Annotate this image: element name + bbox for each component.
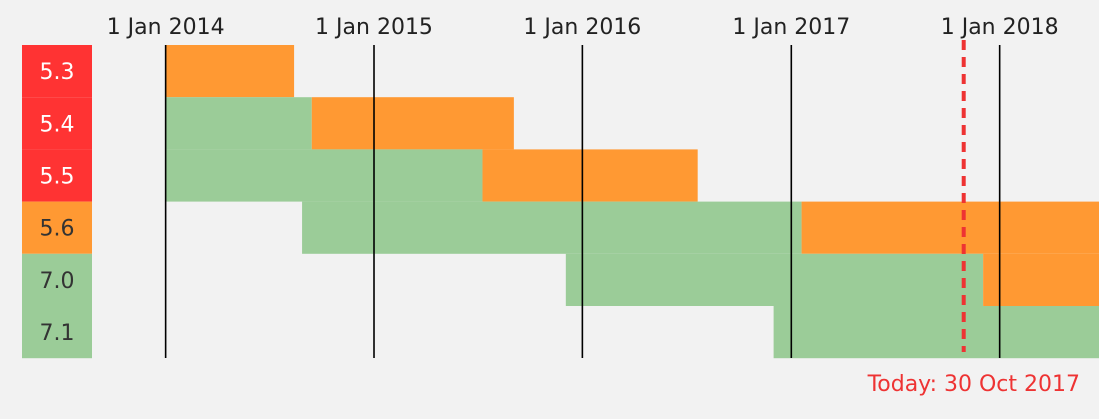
version-label: 5.3 <box>40 60 75 85</box>
active-support-bar <box>773 306 1099 359</box>
bars-layer <box>165 45 1099 359</box>
gridlines-layer <box>164 45 1001 358</box>
year-tick-label: 1 Jan 2015 <box>315 15 433 40</box>
version-labels-layer: 5.3 5.4 5.5 5.6 7.0 7.1 <box>22 45 92 359</box>
version-label-cell <box>22 149 92 202</box>
active-support-bar <box>165 97 312 150</box>
version-label-cell <box>22 97 92 150</box>
security-support-bar <box>482 149 698 202</box>
active-support-bar <box>165 149 483 202</box>
date-axis-layer: 1 Jan 2014 1 Jan 2015 1 Jan 2016 1 Jan 2017… <box>107 15 1059 40</box>
year-tick-label: 1 Jan 2017 <box>732 15 850 40</box>
today-layer: Today: 30 Oct 2017 <box>867 40 1080 397</box>
version-label: 7.1 <box>40 321 75 346</box>
security-support-bar <box>165 45 295 98</box>
today-label: Today: 30 Oct 2017 <box>867 372 1080 397</box>
security-support-bar <box>311 97 514 150</box>
version-label: 5.4 <box>40 112 75 137</box>
active-support-bar <box>565 253 984 306</box>
version-label: 7.0 <box>40 269 75 294</box>
year-tick-label: 1 Jan 2014 <box>107 15 225 40</box>
year-tick-label: 1 Jan 2016 <box>523 15 641 40</box>
security-support-bar <box>801 201 1099 254</box>
version-label: 5.5 <box>40 165 75 190</box>
version-label-cell <box>22 253 92 306</box>
year-tick-label: 1 Jan 2018 <box>941 15 1059 40</box>
version-label-cell <box>22 306 92 359</box>
active-support-bar <box>302 201 802 254</box>
version-label: 5.6 <box>40 217 75 242</box>
version-label-cell <box>22 45 92 98</box>
version-label-cell <box>22 201 92 254</box>
security-support-bar <box>983 253 1099 306</box>
